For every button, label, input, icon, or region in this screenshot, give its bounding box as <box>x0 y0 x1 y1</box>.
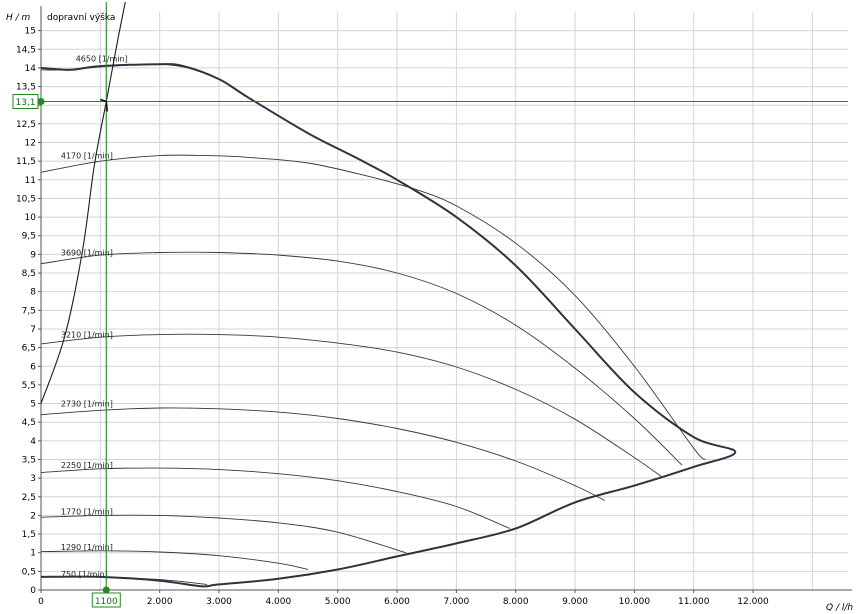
x-tick-label: 7.000 <box>443 597 469 607</box>
x-tick-label: 6.000 <box>384 597 410 607</box>
speed-curve-label: 750 [1/min] <box>61 570 108 579</box>
system-curve <box>41 2 126 404</box>
x-tick-label: 0 <box>38 597 44 607</box>
speed-curve-label: 1290 [1/min] <box>61 543 113 552</box>
y-tick-label: 9,5 <box>22 232 36 242</box>
y-tick-label: 11 <box>25 176 36 186</box>
speed-curve <box>40 154 706 460</box>
system-curve-group <box>41 2 126 404</box>
y-tick-label: 6 <box>30 362 36 372</box>
y-tick-label: 7 <box>30 325 36 335</box>
operating-point-y-label[interactable]: 13,1 <box>15 98 35 108</box>
speed-curve-label: 1770 [1/min] <box>61 508 113 517</box>
x-tick-label: 12.000 <box>737 597 769 607</box>
y-tick-label: 4,5 <box>22 418 36 428</box>
grid <box>40 12 848 591</box>
y-tick-label: 0,5 <box>22 567 36 577</box>
envelope-curve <box>40 63 737 588</box>
speed-curve <box>40 251 683 466</box>
y-tick-label: 7,5 <box>22 306 36 316</box>
x-tick-label: 10.000 <box>619 597 651 607</box>
speed-curve <box>40 514 407 554</box>
y-tick-label: 6,5 <box>22 344 36 354</box>
speed-curve-label: 2730 [1/min] <box>61 399 113 408</box>
chart-title: dopravní výška <box>47 12 115 23</box>
y-tick-label: 10 <box>25 213 37 223</box>
x-tick-label: 11.000 <box>678 597 710 607</box>
y-tick-label: 8,5 <box>22 269 36 279</box>
operating-point-mark <box>100 98 109 112</box>
speed-curve-label: 3210 [1/min] <box>61 330 113 339</box>
y-tick-label: 5,5 <box>22 381 36 391</box>
x-tick-label: 3.000 <box>206 597 232 607</box>
y-tick-label: 0 <box>30 586 36 596</box>
speed-curve-label: 3690 [1/min] <box>61 248 113 257</box>
y-tick-label: 3 <box>30 474 36 484</box>
speed-curve-label: 4170 [1/min] <box>61 151 113 160</box>
y-tick-label: 4 <box>30 437 36 447</box>
y-tick-label: 2,5 <box>22 493 36 503</box>
y-tick-label: 3,5 <box>22 455 36 465</box>
x-tick-label: 2.000 <box>147 597 173 607</box>
x-tick-label: 8.000 <box>503 597 529 607</box>
envelope-curve-group <box>40 63 737 588</box>
tick-labels: 00,511,522,533,544,555,566,577,588,599,5… <box>16 27 769 607</box>
y-tick-label: 14,5 <box>16 45 36 55</box>
y-tick-label: 13,5 <box>16 83 36 93</box>
x-tick-label: 4.000 <box>265 597 291 607</box>
operating-point-x-handle[interactable] <box>102 586 110 594</box>
y-axis-title: H / m <box>6 13 31 23</box>
y-tick-label: 15 <box>25 27 36 37</box>
speed-curve-label: 2250 [1/min] <box>61 461 113 470</box>
y-tick-label: 14 <box>25 64 37 74</box>
speed-curve <box>40 333 662 477</box>
speed-curve <box>40 407 605 501</box>
y-tick-label: 12,5 <box>16 120 36 130</box>
x-axis-title: Q / l/h <box>826 603 853 613</box>
y-tick-label: 11,5 <box>16 157 36 167</box>
x-tick-label: 9.000 <box>562 597 588 607</box>
y-tick-label: 12 <box>25 139 36 149</box>
y-tick-label: 8 <box>30 288 36 298</box>
y-tick-label: 10,5 <box>16 194 36 204</box>
operating-point-y-handle[interactable] <box>37 97 45 105</box>
y-tick-label: 1,5 <box>22 530 36 540</box>
speed-curve <box>40 467 510 529</box>
y-tick-label: 2 <box>30 511 36 521</box>
x-tick-label: 5.000 <box>325 597 351 607</box>
operating-point-x-label[interactable]: 1100 <box>95 597 118 607</box>
speed-curve-label: 4650 [1/min] <box>76 54 128 63</box>
y-tick-label: 1 <box>30 549 36 559</box>
y-tick-label: 9 <box>30 250 36 260</box>
speed-curves: 4650 [1/min] 4170 [1/min] 3690 [1/min] 3210… <box>40 54 706 585</box>
y-tick-label: 5 <box>30 400 36 410</box>
speed-curve <box>40 550 309 570</box>
